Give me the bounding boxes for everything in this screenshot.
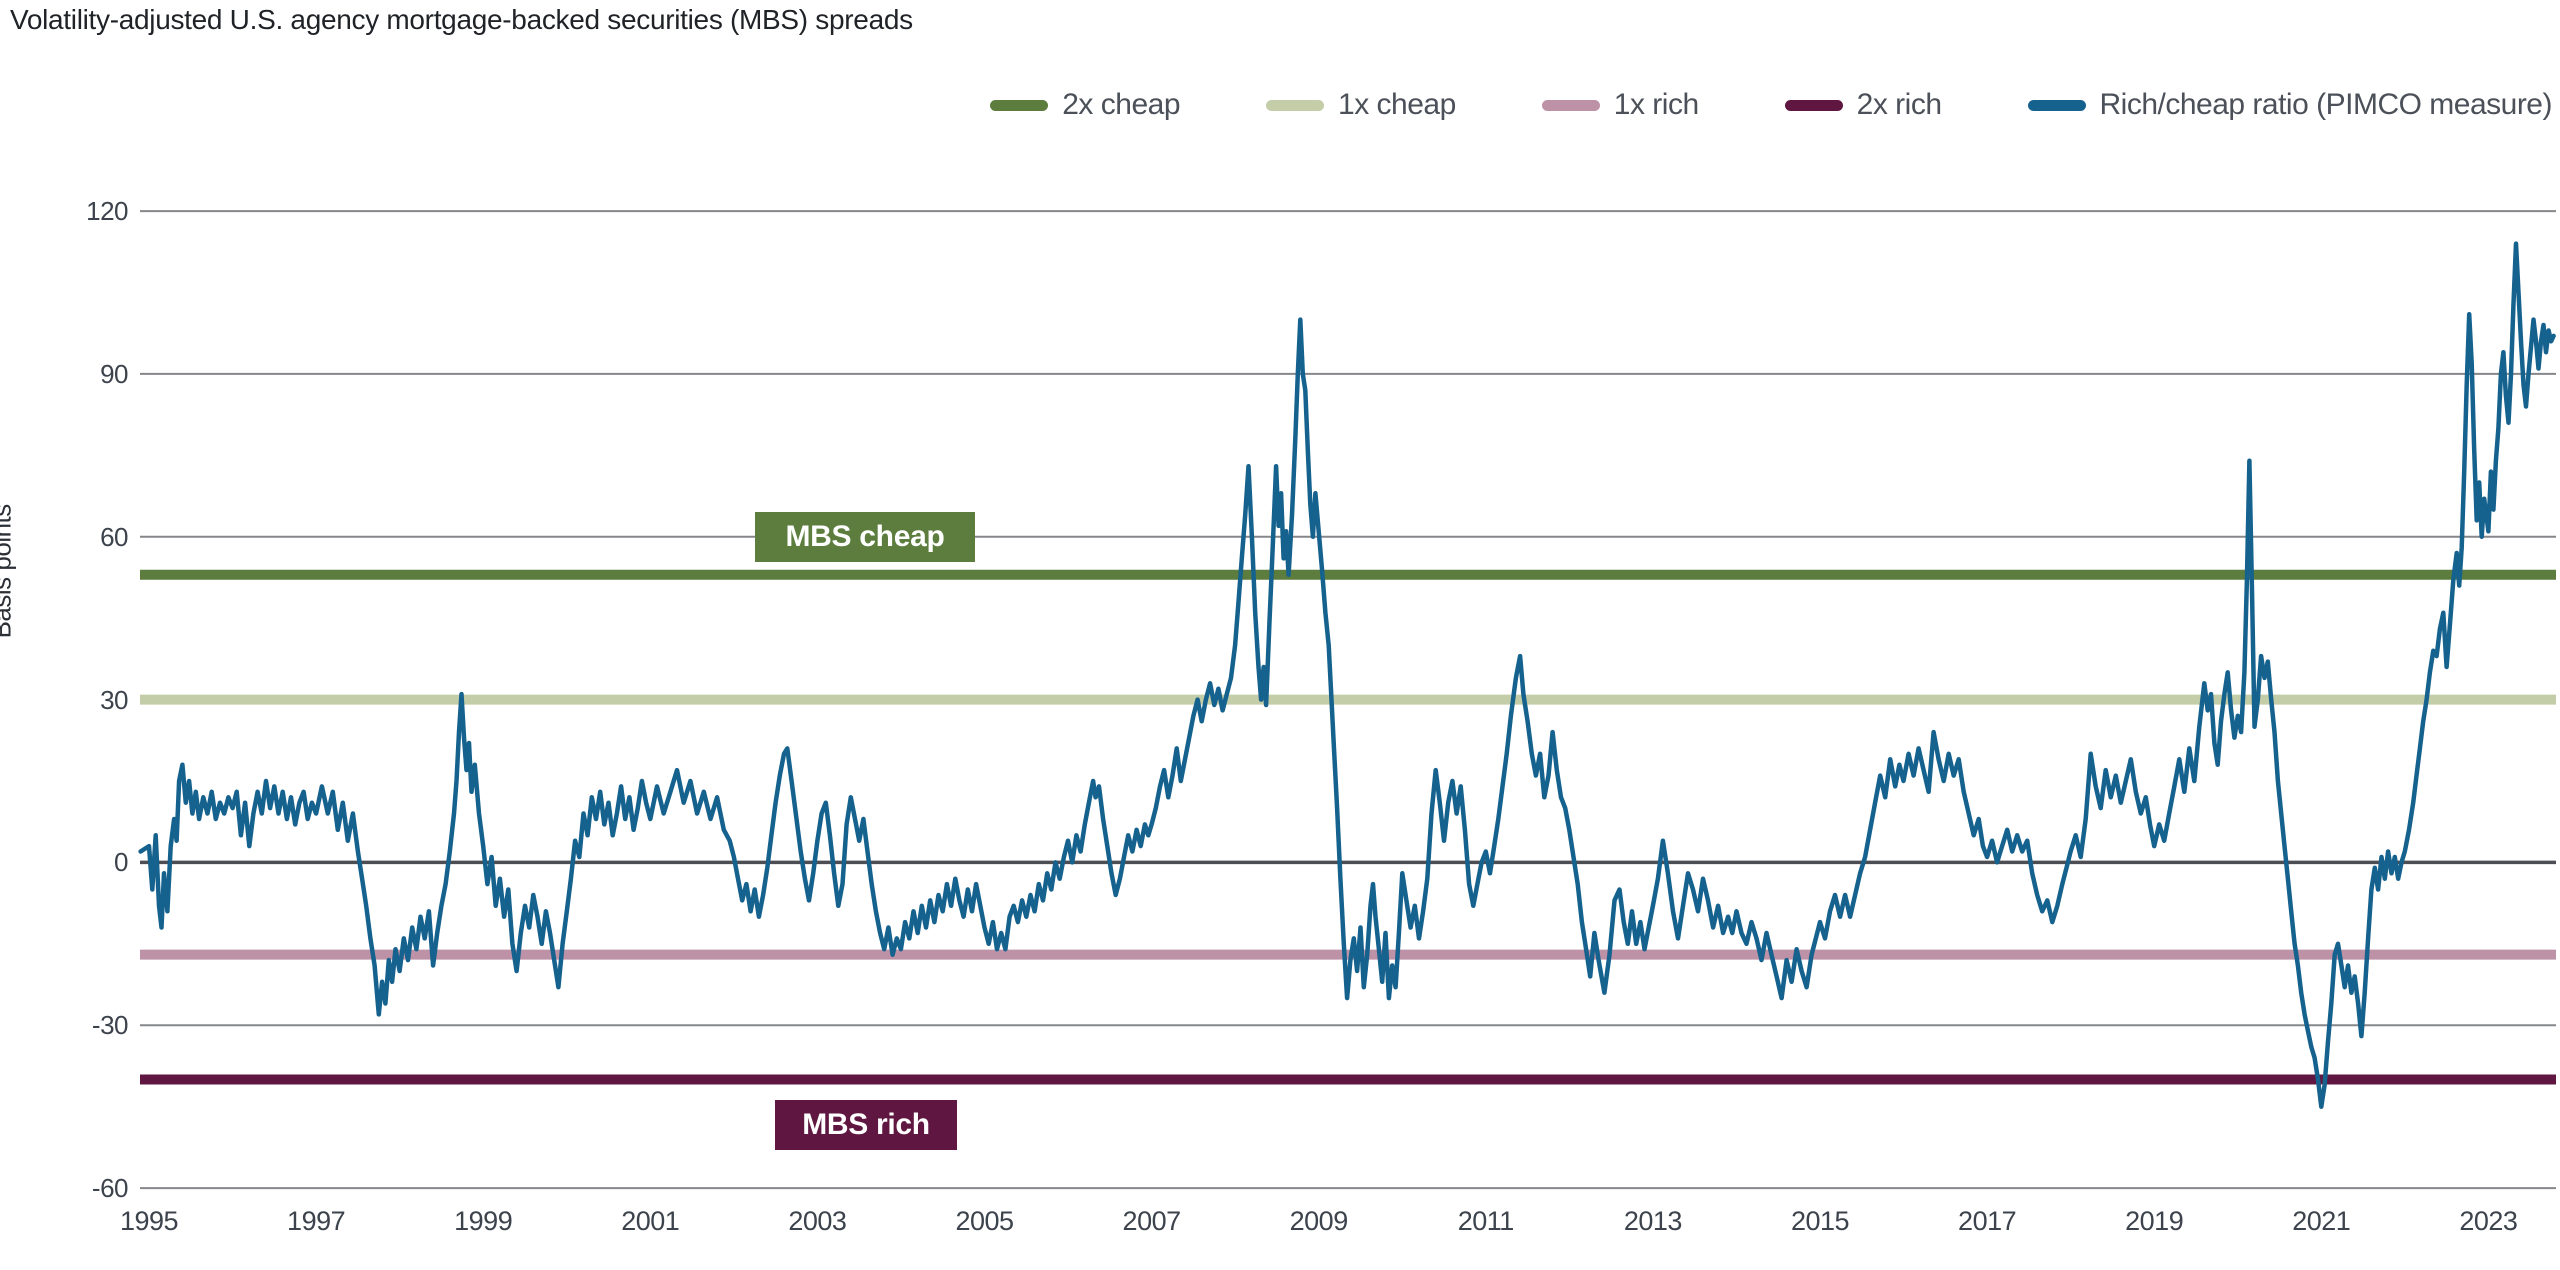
mbs-cheap-annotation: MBS cheap <box>755 512 975 562</box>
legend-swatch-1x-rich <box>1541 99 1600 111</box>
x-tick-label-1997: 1997 <box>287 1206 346 1236</box>
x-tick-label-2007: 2007 <box>1122 1206 1182 1236</box>
legend-item-rich-cheap-ratio: Rich/cheap ratio (PIMCO measure) <box>2027 88 2553 122</box>
legend-item-2x-cheap: 2x cheap <box>990 88 1181 122</box>
x-tick-label-2011: 2011 <box>1457 1206 1515 1236</box>
legend-label-1x-rich: 1x rich <box>1613 88 1699 121</box>
y-tick-label-120: 120 <box>86 196 128 227</box>
legend-item-2x-rich: 2x rich <box>1784 88 1942 122</box>
x-tick-label-1999: 1999 <box>454 1206 513 1236</box>
legend-label-rich-cheap-ratio: Rich/cheap ratio (PIMCO measure) <box>2099 88 2553 121</box>
y-tick-label--30: -30 <box>91 1010 129 1041</box>
y-tick-label-0: 0 <box>114 847 128 878</box>
x-tick-label-2001: 2001 <box>621 1206 680 1236</box>
legend-swatch-2x-rich <box>1784 99 1843 111</box>
rich-cheap-ratio-line <box>138 241 2556 1109</box>
legend-item-1x-cheap: 1x cheap <box>1266 88 1456 122</box>
x-tick-label-1995: 1995 <box>119 1206 179 1236</box>
legend-swatch-1x-cheap <box>1266 99 1325 111</box>
x-tick-label-2017: 2017 <box>1958 1206 2017 1236</box>
legend-label-2x-cheap: 2x cheap <box>1062 88 1181 121</box>
y-tick-label-30: 30 <box>100 684 128 715</box>
x-tick-label-2005: 2005 <box>955 1206 1014 1236</box>
y-tick-label--60: -60 <box>91 1173 129 1204</box>
x-tick-label-2021: 2021 <box>2292 1206 2351 1236</box>
legend-item-1x-rich: 1x rich <box>1541 88 1699 122</box>
x-tick-label-2019: 2019 <box>2125 1206 2184 1236</box>
legend-label-1x-cheap: 1x cheap <box>1338 88 1456 121</box>
x-tick-label-2009: 2009 <box>1289 1206 1349 1236</box>
legend-swatch-2x-cheap <box>990 99 1049 111</box>
mbs-rich-annotation: MBS rich <box>775 1100 957 1150</box>
x-tick-label-2023: 2023 <box>2459 1206 2518 1236</box>
legend-swatch-rich-cheap-ratio <box>2027 99 2086 111</box>
y-tick-label-90: 90 <box>100 358 128 389</box>
y-tick-label-60: 60 <box>100 521 128 552</box>
chart-title: Volatility-adjusted U.S. agency mortgage… <box>10 4 913 35</box>
x-tick-label-2003: 2003 <box>788 1206 847 1236</box>
legend-label-2x-rich: 2x rich <box>1856 88 1942 121</box>
x-tick-label-2013: 2013 <box>1623 1206 1683 1236</box>
chart-legend: 2x cheap 1x cheap 1x rich 2x rich Rich/c… <box>990 88 2552 122</box>
x-tick-label-2015: 2015 <box>1790 1206 1850 1236</box>
